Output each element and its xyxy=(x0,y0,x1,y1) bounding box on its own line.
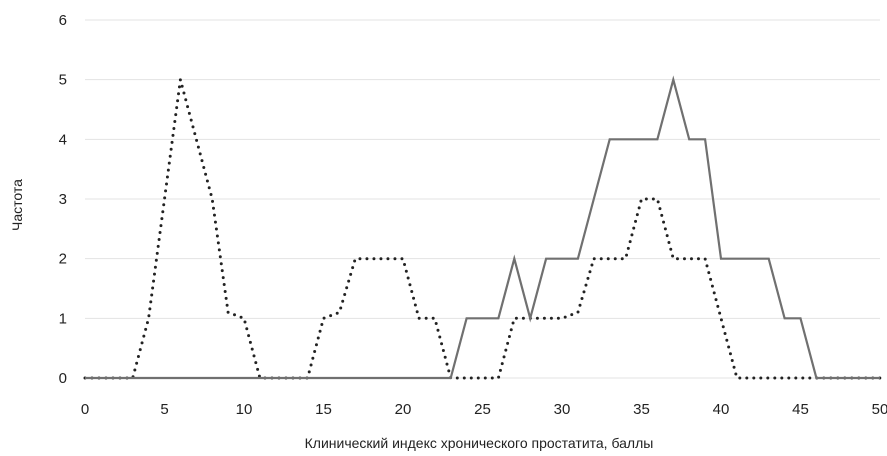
y-tick-label: 0 xyxy=(59,370,67,387)
x-tick-label: 50 xyxy=(872,401,887,418)
x-tick-label: 20 xyxy=(395,401,412,418)
x-tick-label: 5 xyxy=(160,401,168,418)
x-tick-label: 25 xyxy=(474,401,491,418)
series-lines xyxy=(83,75,882,380)
grid xyxy=(85,19,880,379)
x-axis-ticks: 0 5 10 15 20 25 30 35 40 45 50 xyxy=(81,401,887,418)
series-line-solid xyxy=(85,75,880,380)
y-axis-title: Частота xyxy=(9,179,25,231)
x-tick-label: 0 xyxy=(81,401,89,418)
y-tick-label: 3 xyxy=(59,191,67,208)
x-axis-title: Клинический индекс хронического простати… xyxy=(305,435,654,451)
series-line-dotted xyxy=(83,79,882,380)
x-tick-label: 10 xyxy=(236,401,253,418)
y-tick-label: 6 xyxy=(59,12,67,29)
x-tick-label: 15 xyxy=(315,401,332,418)
x-tick-label: 30 xyxy=(554,401,571,418)
y-tick-label: 1 xyxy=(59,310,67,327)
y-tick-label: 2 xyxy=(59,251,67,268)
y-tick-label: 5 xyxy=(59,72,67,89)
y-axis-ticks: 0 1 2 3 4 5 6 xyxy=(59,12,67,387)
y-tick-label: 4 xyxy=(59,131,67,148)
x-tick-label: 40 xyxy=(713,401,730,418)
x-tick-label: 35 xyxy=(633,401,650,418)
x-tick-label: 45 xyxy=(792,401,809,418)
